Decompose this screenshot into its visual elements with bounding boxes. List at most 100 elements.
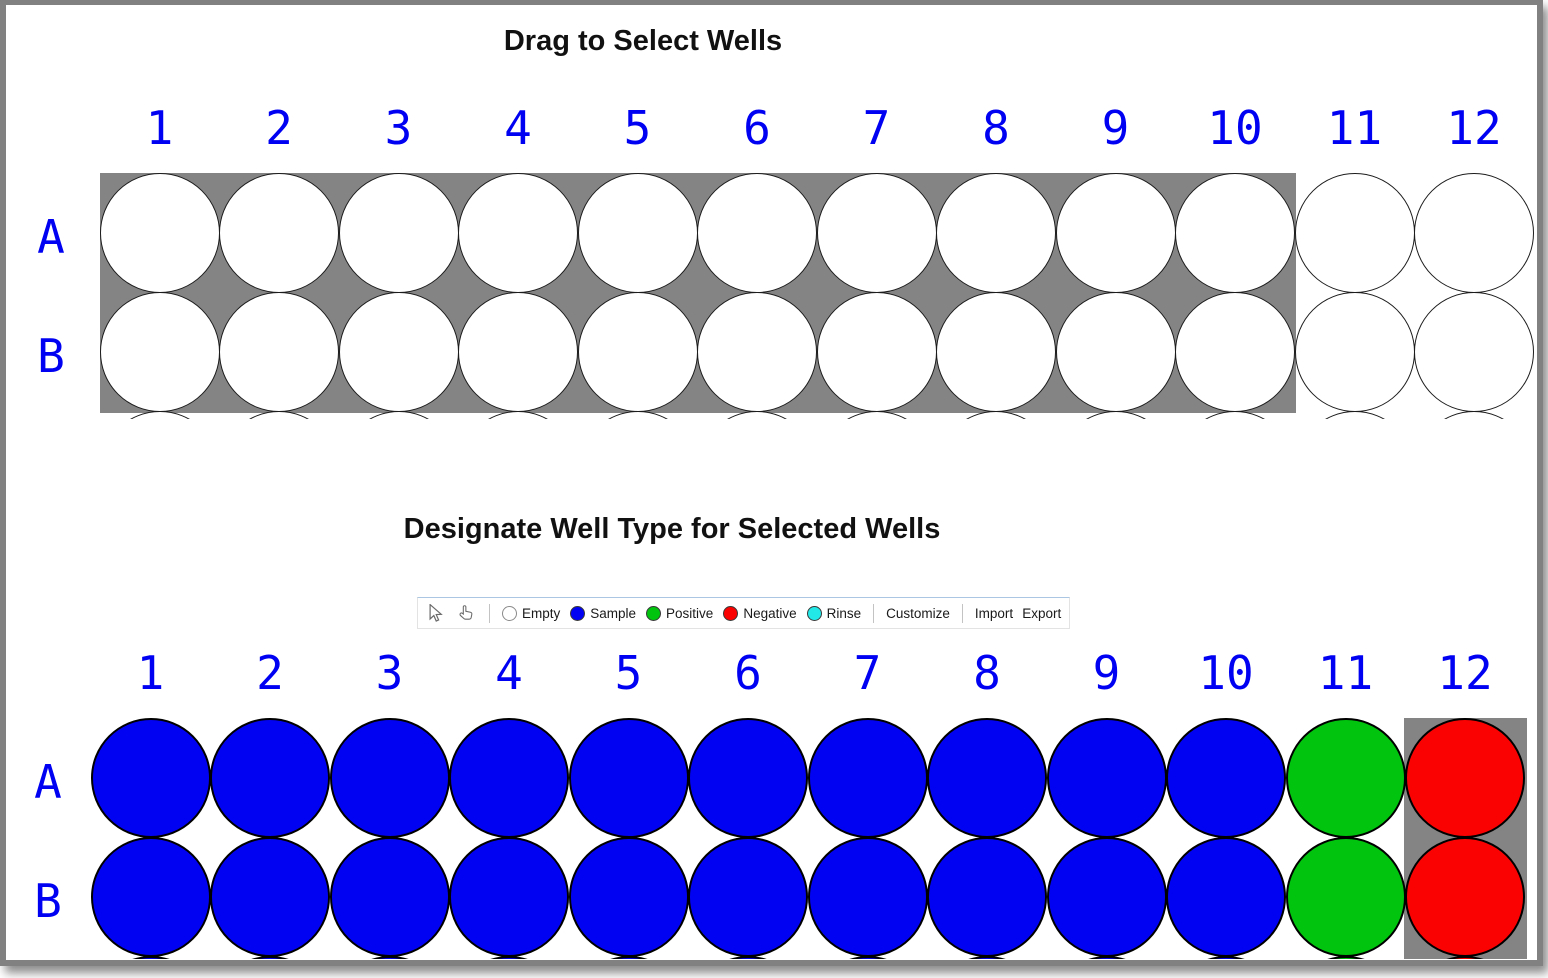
well-A12[interactable]	[1414, 173, 1534, 293]
rinse-type-label: Rinse	[826, 605, 862, 621]
well-A2[interactable]	[219, 173, 339, 293]
well-A7[interactable]	[816, 173, 937, 293]
well-B8[interactable]	[936, 292, 1056, 412]
well-B10[interactable]	[1166, 837, 1286, 957]
column-header-4: 4	[504, 101, 532, 155]
well-B2[interactable]	[219, 292, 339, 412]
empty-type-button[interactable]: Empty	[502, 605, 561, 621]
column-header-1: 1	[136, 646, 165, 700]
row-label-B: B	[37, 329, 65, 383]
well-A10[interactable]	[1175, 173, 1295, 293]
well-C3	[329, 956, 450, 959]
well-A11[interactable]	[1294, 173, 1415, 293]
well-A6[interactable]	[697, 173, 817, 293]
sample-type-button[interactable]: Sample	[570, 605, 637, 621]
select-plate[interactable]	[100, 173, 1537, 419]
well-B5[interactable]	[577, 292, 698, 412]
well-A8[interactable]	[927, 718, 1047, 838]
well-B6[interactable]	[688, 837, 808, 957]
sample-swatch-icon	[570, 605, 586, 621]
well-B10[interactable]	[1175, 292, 1295, 412]
well-B1[interactable]	[91, 837, 211, 957]
well-B1[interactable]	[100, 292, 220, 412]
well-C2	[210, 956, 330, 959]
column-header-1: 1	[145, 101, 174, 155]
column-header-8: 8	[973, 646, 1001, 700]
well-B9[interactable]	[1046, 837, 1167, 957]
sample-type-label: Sample	[590, 605, 637, 621]
well-B12[interactable]	[1405, 837, 1525, 957]
well-B4[interactable]	[458, 292, 578, 412]
row-label-A: A	[37, 210, 65, 264]
well-A8[interactable]	[936, 173, 1056, 293]
well-B3[interactable]	[329, 837, 450, 957]
column-header-11: 11	[1326, 101, 1383, 155]
well-A9[interactable]	[1046, 718, 1167, 838]
well-A5[interactable]	[568, 718, 689, 838]
well-B7[interactable]	[816, 292, 937, 412]
well-C1	[91, 956, 211, 959]
well-A6[interactable]	[688, 718, 808, 838]
column-header-11: 11	[1317, 646, 1374, 700]
well-A5[interactable]	[577, 173, 698, 293]
negative-type-label: Negative	[743, 605, 797, 621]
well-B7[interactable]	[807, 837, 928, 957]
empty-swatch-icon	[502, 605, 517, 621]
well-B6[interactable]	[697, 292, 817, 412]
column-header-7: 7	[853, 646, 882, 700]
column-header-10: 10	[1207, 101, 1263, 155]
well-B3[interactable]	[338, 292, 459, 412]
well-A4[interactable]	[449, 718, 569, 838]
pointer-tool-button[interactable]	[424, 602, 446, 624]
well-B11[interactable]	[1294, 292, 1415, 412]
well-C10	[1166, 956, 1286, 959]
hand-tool-button[interactable]	[455, 602, 477, 624]
well-C7	[807, 956, 928, 959]
column-header-3: 3	[375, 646, 404, 700]
well-B4[interactable]	[449, 837, 569, 957]
well-C11	[1285, 956, 1406, 959]
export-button[interactable]: Export	[1022, 605, 1062, 621]
empty-type-label: Empty	[522, 605, 561, 621]
well-C8	[927, 956, 1047, 959]
well-A12[interactable]	[1405, 718, 1525, 838]
well-A9[interactable]	[1055, 173, 1176, 293]
well-B11[interactable]	[1285, 837, 1406, 957]
well-A7[interactable]	[807, 718, 928, 838]
select-section-title: Drag to Select Wells	[503, 25, 783, 57]
well-B9[interactable]	[1055, 292, 1176, 412]
column-header-2: 2	[256, 646, 284, 700]
designate-plate[interactable]	[91, 718, 1531, 959]
well-B8[interactable]	[927, 837, 1047, 957]
well-A1[interactable]	[100, 173, 220, 293]
toolbar-separator	[873, 603, 875, 623]
well-B5[interactable]	[568, 837, 689, 957]
column-header-9: 9	[1092, 646, 1121, 700]
row-label-A: A	[34, 755, 62, 809]
well-A10[interactable]	[1166, 718, 1286, 838]
well-A11[interactable]	[1285, 718, 1406, 838]
well-C4	[449, 956, 569, 959]
column-header-5: 5	[614, 646, 643, 700]
positive-type-label: Positive	[666, 605, 714, 621]
hand-icon	[459, 605, 472, 620]
well-A3[interactable]	[338, 173, 459, 293]
column-header-12: 12	[1437, 646, 1493, 700]
customize-button[interactable]: Customize	[886, 605, 950, 621]
well-B12[interactable]	[1414, 292, 1534, 412]
well-A4[interactable]	[458, 173, 578, 293]
import-button[interactable]: Import	[974, 605, 1014, 621]
well-A1[interactable]	[91, 718, 211, 838]
well-A3[interactable]	[329, 718, 450, 838]
well-C6	[688, 956, 808, 959]
well-type-buttons: Empty Sample Positive Negative Rinse	[502, 605, 862, 621]
rinse-type-button[interactable]: Rinse	[806, 605, 862, 621]
well-A2[interactable]	[210, 718, 330, 838]
negative-type-button[interactable]: Negative	[723, 605, 797, 621]
well-B2[interactable]	[210, 837, 330, 957]
positive-type-button[interactable]: Positive	[646, 605, 714, 621]
column-header-10: 10	[1198, 646, 1254, 700]
column-header-4: 4	[495, 646, 523, 700]
designate-section-title: Designate Well Type for Selected Wells	[403, 513, 941, 545]
